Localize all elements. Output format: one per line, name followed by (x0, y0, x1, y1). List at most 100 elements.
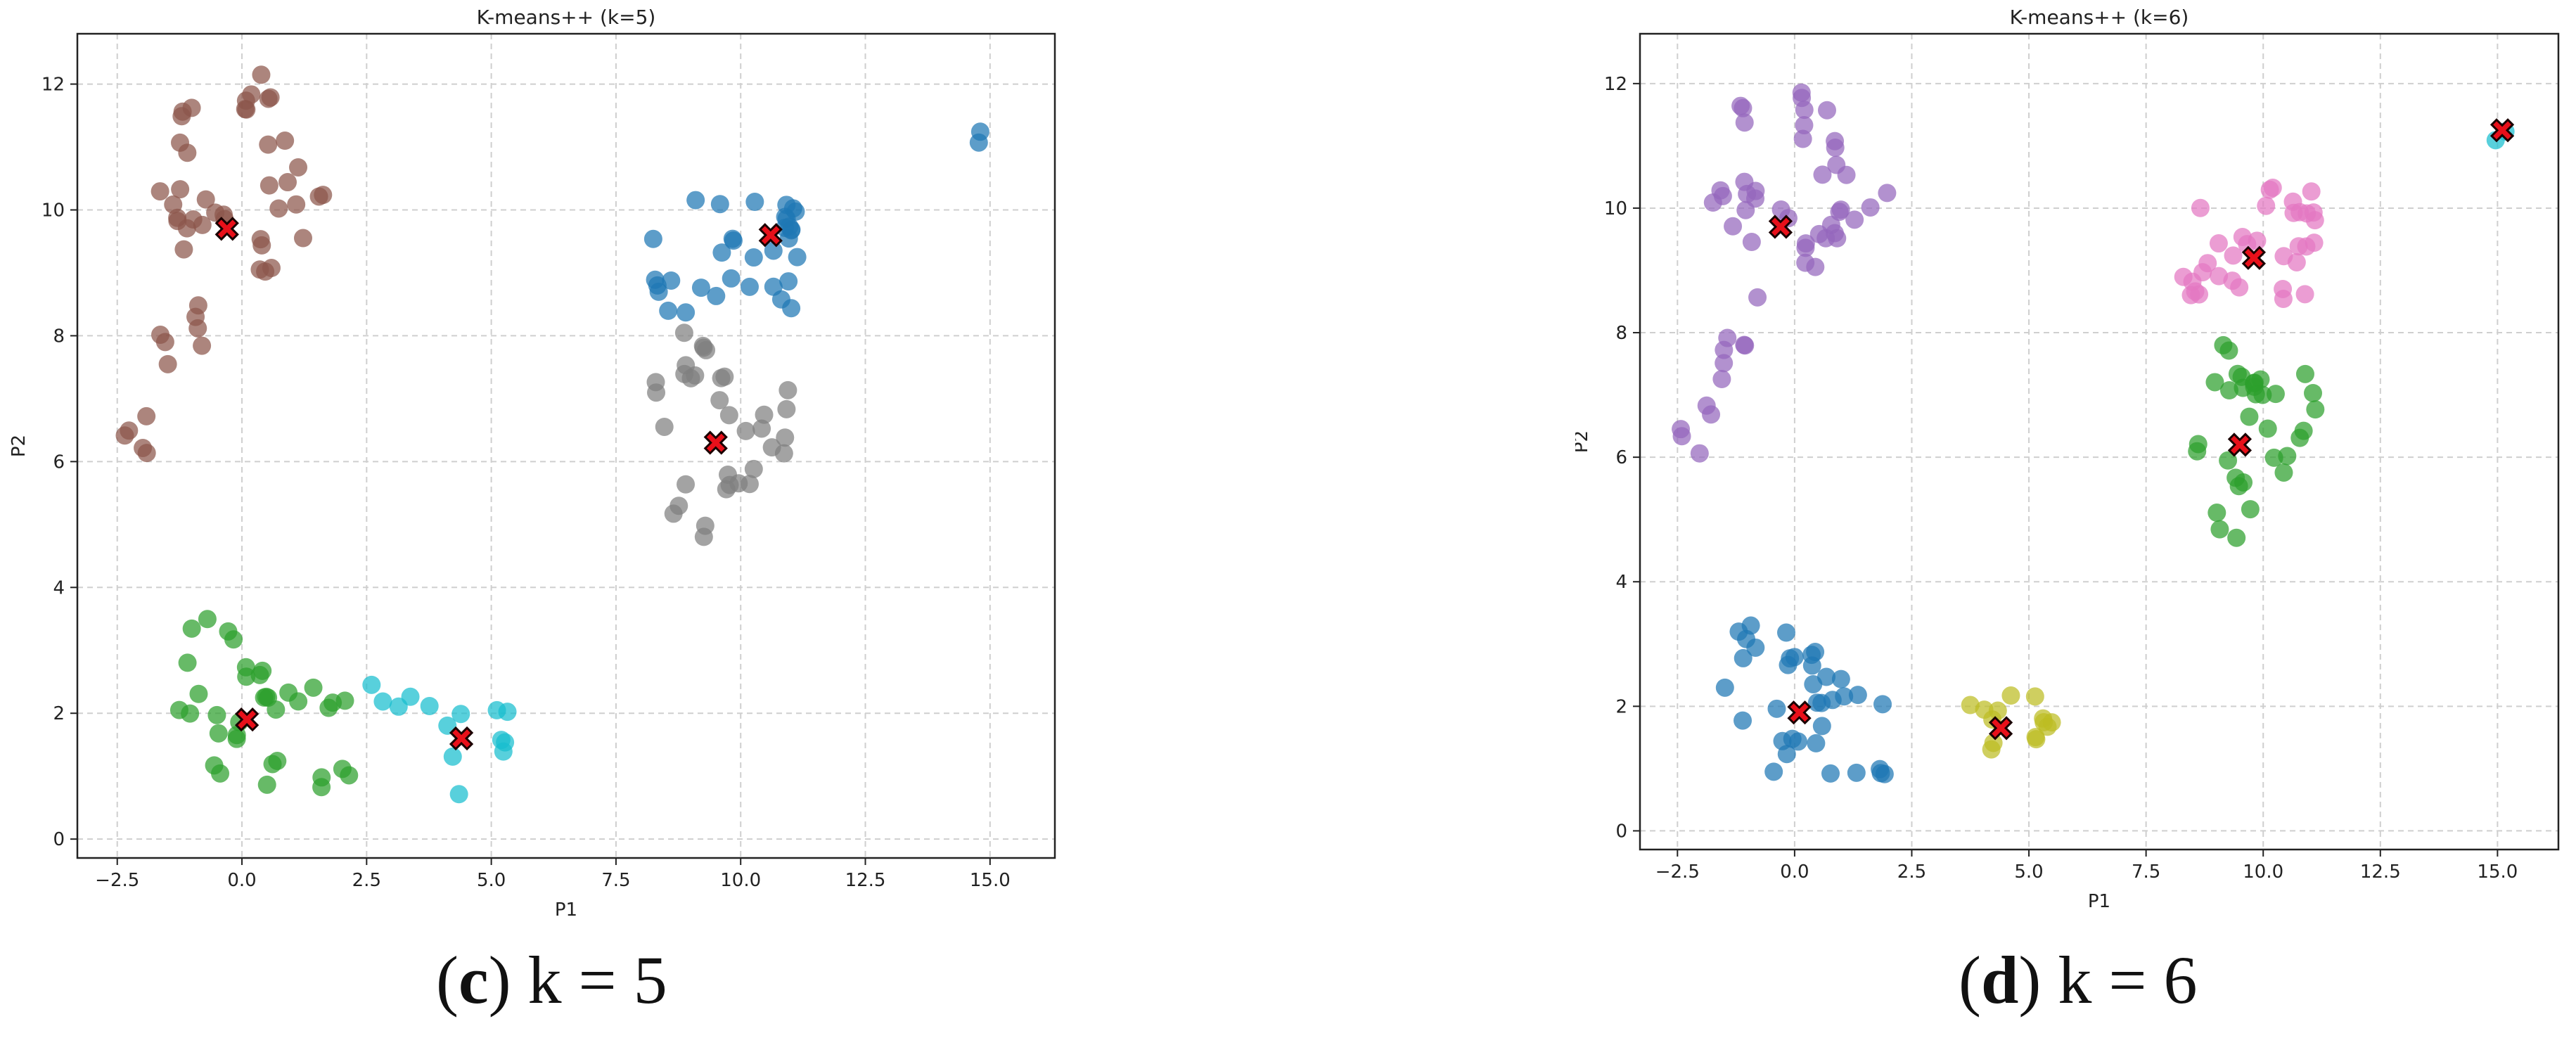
x-tick-label: 0.0 (227, 870, 256, 891)
x-tick-label: 7.5 (601, 870, 630, 891)
data-point (1861, 198, 1880, 217)
data-point (1807, 733, 1826, 752)
data-point (1736, 200, 1755, 219)
data-point (2284, 203, 2303, 222)
data-point (1764, 762, 1783, 781)
data-point (198, 610, 217, 629)
data-point (693, 336, 712, 355)
data-point (691, 278, 710, 297)
data-point (1711, 181, 1730, 200)
data-point (150, 182, 169, 201)
axes-frame (1639, 32, 2560, 851)
data-point (276, 132, 295, 150)
data-point (1777, 623, 1796, 642)
data-point (182, 98, 201, 117)
data-point (1807, 693, 1826, 712)
data-point (312, 778, 331, 797)
x-tick-label: 10.0 (2243, 861, 2283, 883)
data-point (1735, 113, 1754, 132)
data-point (736, 421, 755, 440)
data-point (492, 731, 511, 750)
data-point (164, 195, 183, 214)
data-point (2228, 364, 2247, 383)
centroids (214, 217, 783, 751)
data-point (451, 705, 470, 724)
data-point (778, 380, 797, 399)
centroid-marker (2241, 245, 2267, 270)
centroid-marker (2490, 118, 2515, 143)
data-point (171, 133, 190, 152)
data-point (677, 475, 696, 494)
data-point (259, 176, 278, 195)
data-point (420, 696, 439, 715)
chart-panel-k5: −2.5 0.0 2.5 5.0 7.5 10.0 12.5 15.0 0 2 4 6 8 10 12 K-m… (0, 0, 1097, 928)
data-point (2227, 528, 2246, 547)
data-point (745, 193, 764, 212)
data-point (710, 195, 729, 214)
x-tick-label: 12.5 (2360, 861, 2401, 883)
y-tick-label: 12 (1604, 74, 1627, 95)
x-tick-label: 2.5 (352, 870, 381, 891)
chart-title: K-means++ (k=5) (477, 6, 656, 29)
data-point (181, 704, 200, 723)
data-point (1802, 646, 1821, 665)
data-point (1702, 405, 1721, 424)
data-point (707, 286, 726, 305)
tick-labels: −2.5 0.0 2.5 5.0 7.5 10.0 12.5 15.0 0 2 4 6 8 10 12 (41, 75, 1011, 891)
data-point (314, 186, 333, 205)
data-point (2306, 400, 2325, 419)
data-point (1831, 669, 1850, 688)
data-point (764, 241, 783, 260)
data-point (2219, 451, 2238, 470)
data-point (443, 747, 462, 766)
caption-k6: (d) k = 6 (1959, 942, 2198, 1018)
data-point (1804, 674, 1823, 693)
data-point (2001, 686, 2020, 705)
data-point (777, 196, 796, 214)
data-point (2295, 364, 2314, 383)
y-tick-label: 8 (53, 326, 65, 347)
caption-k5: (c) k = 5 (436, 942, 667, 1018)
data-point (744, 248, 763, 267)
x-tick-label: −2.5 (95, 870, 139, 891)
data-point (710, 391, 729, 410)
data-point (2258, 419, 2277, 438)
data-point (287, 195, 306, 214)
y-axis-label: P2 (1575, 430, 1592, 453)
data-point (1712, 370, 1731, 389)
y-tick-label: 12 (41, 75, 65, 96)
data-point (2210, 267, 2229, 286)
data-point (2042, 713, 2061, 732)
x-tick-label: 5.0 (477, 870, 506, 891)
data-point (250, 665, 269, 684)
data-point (2278, 447, 2297, 466)
centroid-marker (703, 430, 728, 455)
centroid-marker (214, 217, 239, 241)
scatter-plot-k6: −2.5 0.0 2.5 5.0 7.5 10.0 12.5 15.0 0 2 4 6 8 10 12 K-m… (1575, 6, 2560, 912)
data-point (2214, 335, 2233, 354)
data-point (2245, 377, 2264, 396)
y-tick-label: 6 (1615, 447, 1627, 468)
data-point (712, 243, 731, 262)
y-tick-label: 4 (53, 577, 65, 598)
data-point (263, 755, 282, 774)
x-tick-label: 10.0 (720, 870, 761, 891)
data-point (134, 438, 153, 457)
data-point (259, 688, 278, 707)
chart-panel-k6: −2.5 0.0 2.5 5.0 7.5 10.0 12.5 15.0 0 2 4 6 8 10 12 K-m… (1575, 0, 2574, 928)
data-point (1793, 129, 1812, 148)
data-point (720, 475, 739, 494)
data-point (2274, 290, 2293, 309)
data-point (207, 705, 226, 724)
data-point (1746, 181, 1765, 200)
data-point (401, 687, 420, 706)
data-point (1748, 288, 1767, 307)
data-point (659, 301, 678, 320)
data-point (2190, 285, 2209, 304)
x-axis-label: P1 (555, 899, 577, 921)
data-point (777, 399, 796, 418)
data-point (1826, 139, 1845, 158)
data-point (257, 775, 276, 794)
data-point (1672, 420, 1691, 439)
data-point (1961, 696, 1980, 715)
